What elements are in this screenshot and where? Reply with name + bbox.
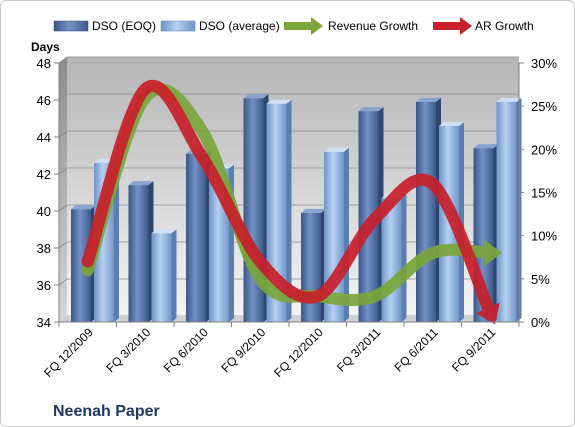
legend-label-dso-eoq: DSO (EOQ)	[92, 19, 156, 33]
x-tick-label: FQ 3/2011	[334, 325, 384, 375]
legend-arrow-ar-growth	[433, 17, 472, 35]
y-tick-label: 34	[37, 315, 51, 330]
bar-dso-eoq	[301, 208, 326, 322]
y-tick-label: 44	[37, 130, 51, 145]
gridline-side	[58, 93, 68, 101]
y2-tick-label: 0%	[531, 315, 550, 330]
gridline-side	[58, 241, 68, 249]
arrow-ar-growth	[81, 80, 500, 325]
gridline-side	[58, 278, 68, 286]
legend-label-revenue-growth: Revenue Growth	[328, 19, 418, 33]
y2-tick-label: 15%	[531, 186, 557, 201]
y2-tick-label: 20%	[531, 142, 557, 157]
x-tick-label: FQ 9/2011	[449, 325, 499, 375]
y2-tick-label: 5%	[531, 272, 550, 287]
y-tick-label: 42	[37, 167, 51, 182]
x-tick-label: FQ 12/2010	[271, 325, 326, 380]
bar-dso-average	[151, 229, 177, 322]
x-tick-label: FQ 6/2011	[392, 325, 442, 375]
chart-title: Neenah Paper	[53, 403, 160, 420]
x-tick-label: FQ 6/2010	[161, 325, 211, 375]
legend: DSO (EOQ) DSO (average) Revenue Growth A…	[53, 17, 534, 35]
y2-tick-labels: 0% 5% 10% 15% 20% 25% 30%	[519, 56, 557, 330]
gridline-side	[58, 56, 68, 64]
y-tick-label: 48	[37, 56, 51, 71]
bar-dso-eoq	[128, 181, 154, 322]
gridline-side	[58, 130, 68, 138]
y-tick-label: 40	[37, 204, 51, 219]
x-tick-label: FQ 12/2009	[41, 325, 96, 380]
x-tick-labels: FQ 12/2009 FQ 3/2010 FQ 6/2010 FQ 9/2010 FQ …	[41, 322, 520, 380]
legend-swatch-dso-average	[160, 20, 196, 32]
x-tick-label: FQ 9/2010	[218, 325, 268, 375]
y-tick-label: 46	[37, 93, 51, 108]
bar-dso-average	[496, 97, 522, 322]
legend-label-ar-growth: AR Growth	[475, 19, 534, 33]
legend-label-dso-average: DSO (average)	[199, 19, 280, 33]
trend-arrows	[81, 80, 503, 325]
y2-tick-label: 30%	[531, 56, 557, 71]
legend-swatch-dso-eoq	[53, 20, 89, 32]
y-tick-labels: 34 36 38 40 42 44 46 48	[37, 56, 59, 330]
arrowhead-revenue-growth	[484, 239, 503, 266]
y2-tick-label: 10%	[531, 229, 557, 244]
y-tick-label: 38	[37, 241, 51, 256]
x-tick-label: FQ 3/2010	[103, 325, 153, 375]
gridline-side	[58, 167, 68, 175]
arrowhead-ar-growth	[475, 302, 500, 325]
bar-dso-eoq	[416, 97, 441, 322]
y-axis-label: Days	[31, 40, 60, 54]
legend-arrow-revenue-growth	[284, 17, 323, 35]
y2-tick-label: 25%	[531, 99, 557, 114]
gridline-side	[58, 204, 68, 212]
plot-side-wall	[59, 57, 67, 322]
y-tick-label: 36	[37, 278, 51, 293]
